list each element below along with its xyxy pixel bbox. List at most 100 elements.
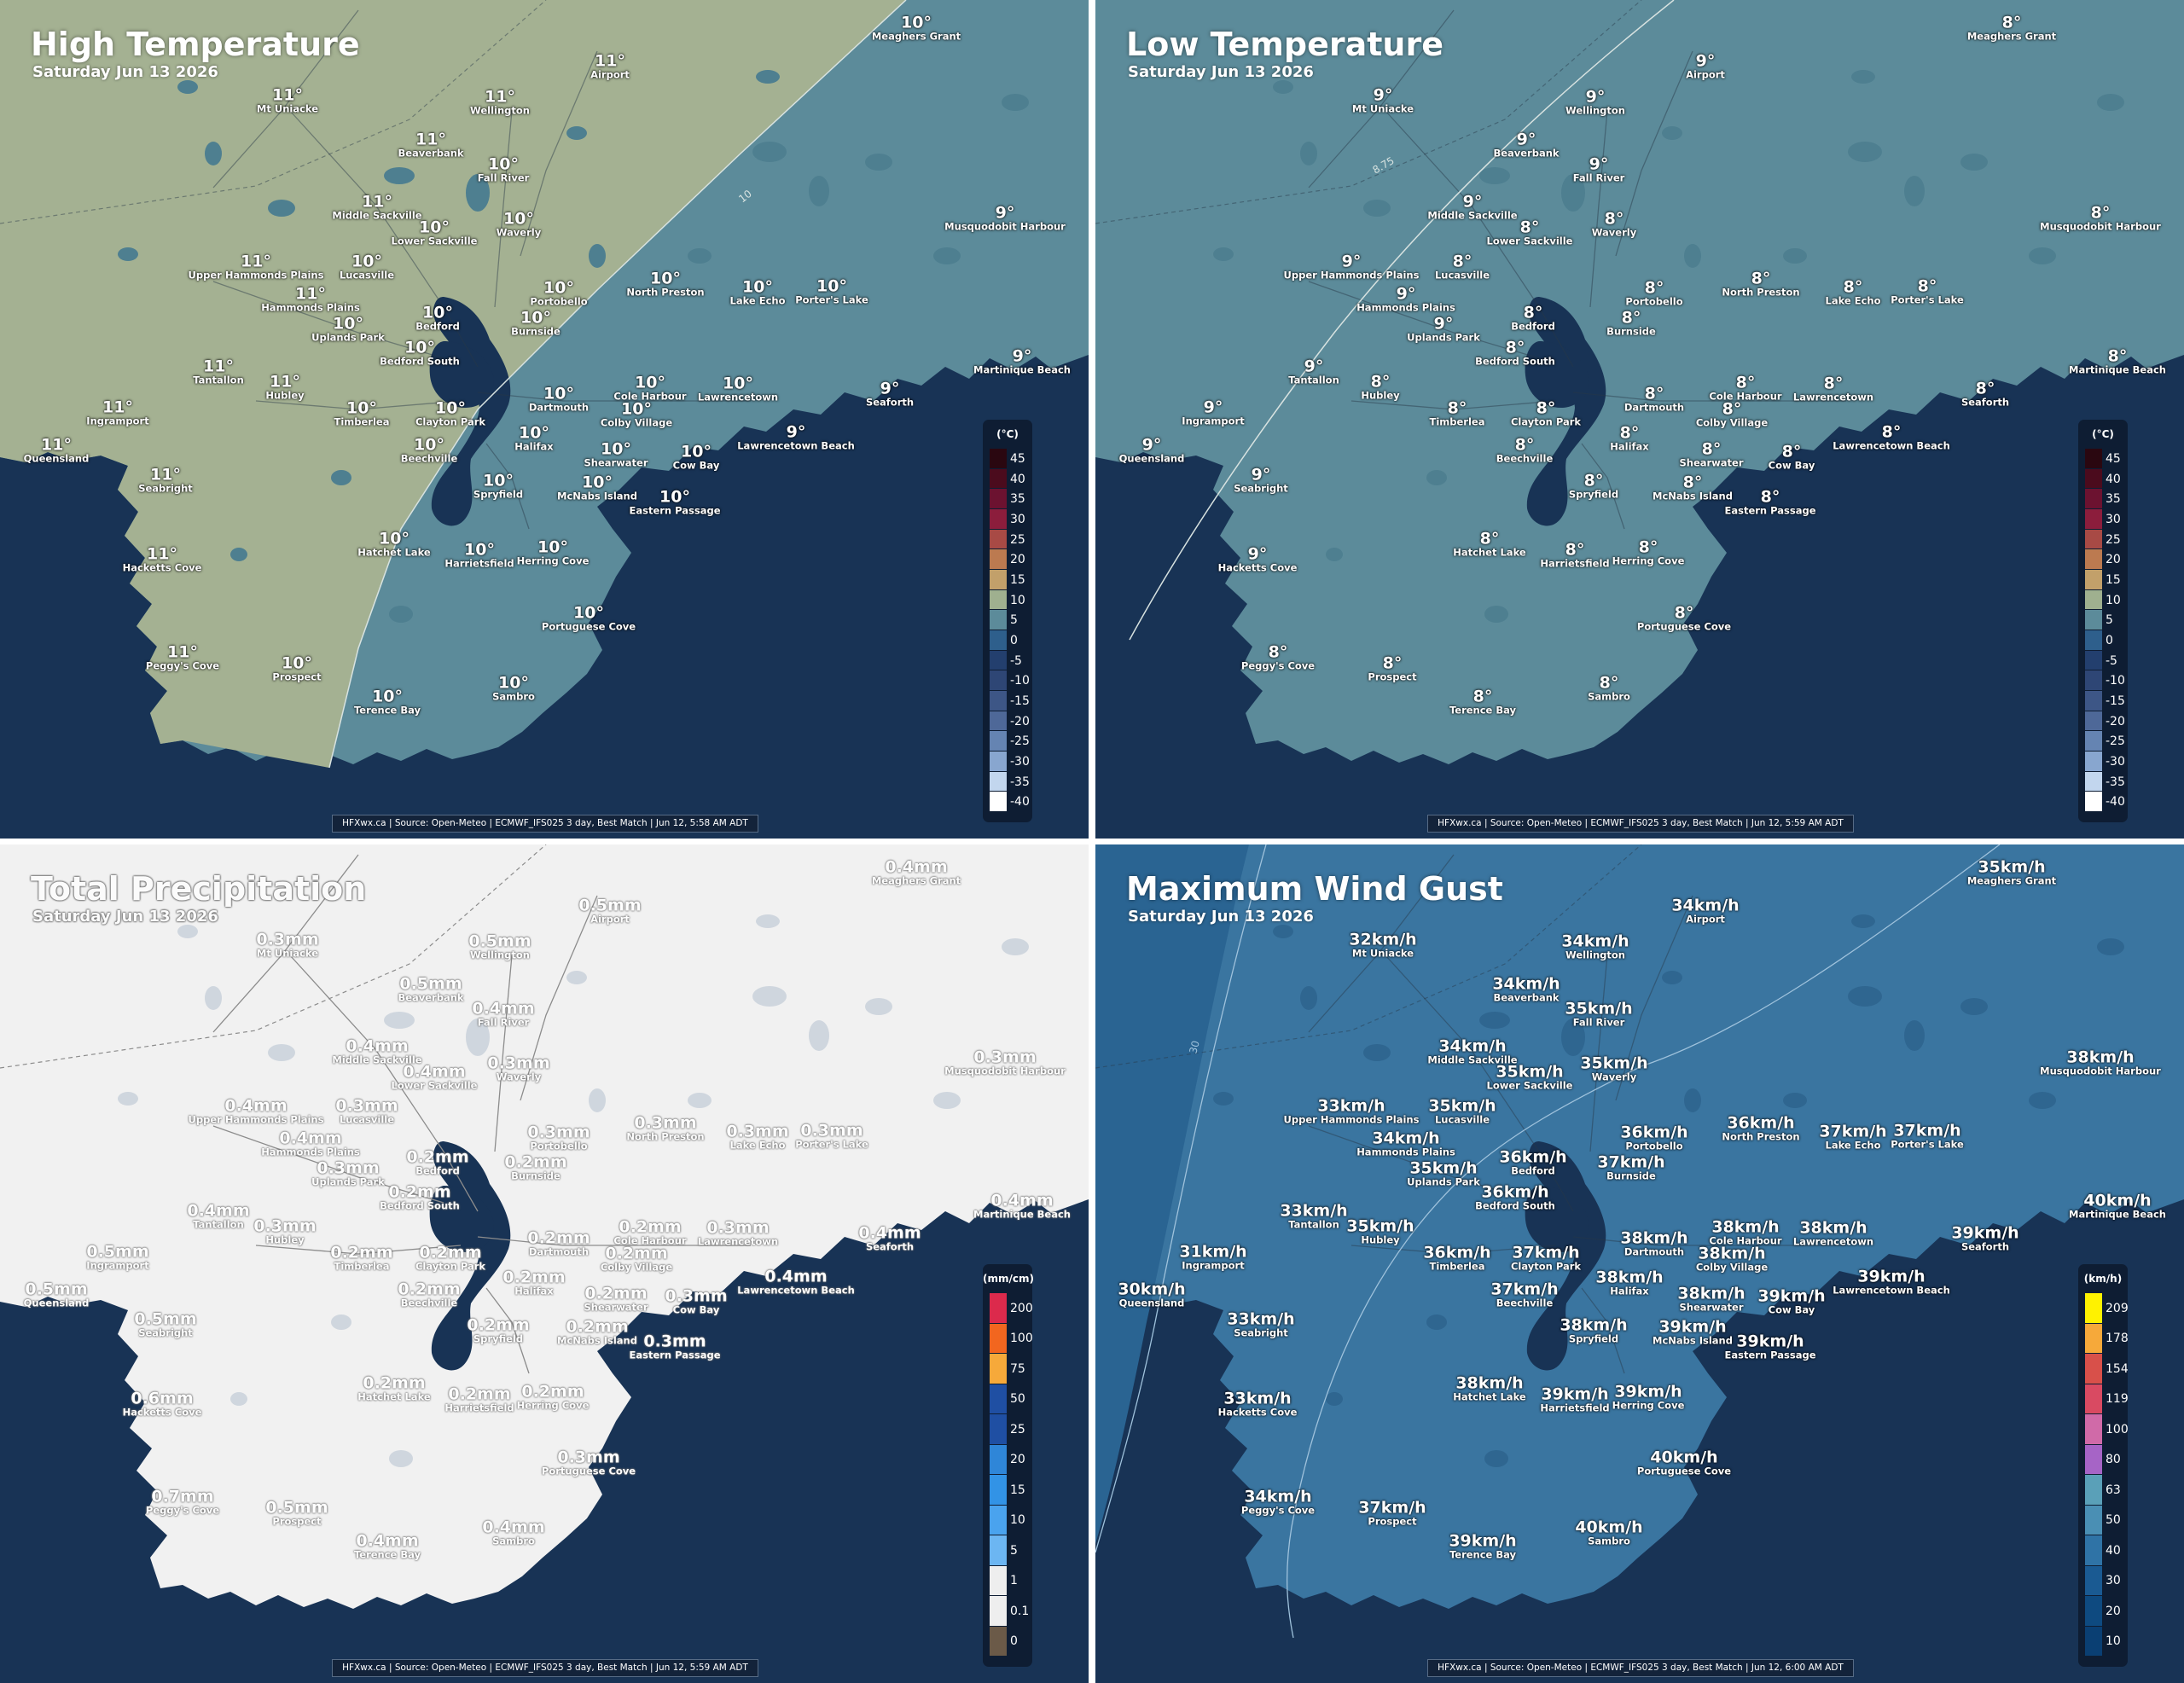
location-value: 34km/h [1241, 1489, 1315, 1506]
legend-unit: (°C) [983, 428, 1032, 440]
location-value: 39km/h [1449, 1533, 1516, 1550]
location-label: 37km/h Prospect [1358, 1500, 1426, 1528]
lake [389, 606, 413, 623]
location-value: 39km/h [1833, 1268, 1950, 1285]
location-value: 39km/h [1653, 1319, 1733, 1336]
location-label: 10° Hatchet Lake [357, 531, 430, 559]
location-value: 0.5mm [265, 1500, 328, 1517]
location-label: 35km/h Waverly [1580, 1055, 1647, 1083]
legend-swatch [2085, 1627, 2102, 1657]
location-name: Beechville [401, 454, 458, 465]
location-label: 38km/h Hatchet Lake [1453, 1375, 1525, 1403]
location-value: 11° [265, 374, 304, 391]
location-name: Airport [590, 70, 630, 81]
location-value: 0.4mm [872, 859, 961, 876]
legend-swatch [990, 731, 1007, 751]
location-name: Hatchet Lake [357, 1392, 430, 1403]
location-label: 0.3mm Hubley [253, 1218, 316, 1246]
location-name: Wellington [468, 950, 531, 961]
location-label: 39km/h McNabs Island [1653, 1319, 1733, 1347]
location-label: 38km/h Lawrencetown [1793, 1220, 1873, 1248]
location-value: 34km/h [1427, 1038, 1517, 1055]
location-name: Waverly [497, 228, 541, 239]
location-value: 10° [497, 211, 541, 228]
location-label: 38km/h Musquodobit Harbour [2040, 1049, 2161, 1077]
location-name: Spryfield [1560, 1334, 1627, 1345]
location-name: Hubley [265, 391, 304, 402]
location-name: Ingramport [86, 416, 148, 427]
legend-swatch [990, 449, 1007, 468]
location-label: 10° Cow Bay [673, 444, 720, 472]
legend-swatch [2085, 549, 2102, 569]
location-value: 34km/h [1492, 976, 1560, 993]
location-value: 35km/h [1346, 1218, 1414, 1235]
location-label: 0.2mm Timberlea [330, 1245, 392, 1273]
lake [1300, 142, 1317, 165]
location-label: 11° Hacketts Cove [123, 546, 202, 574]
location-value: 38km/h [1620, 1230, 1687, 1247]
location-name: Mt Uniacke [1352, 104, 1414, 115]
location-name: Timberlea [1423, 1262, 1490, 1273]
location-label: 0.7mm Peggy's Cove [146, 1489, 219, 1517]
location-value: 0.2mm [467, 1317, 529, 1334]
location-value: 8° [1833, 424, 1950, 441]
location-label: 10° Uplands Park [311, 316, 385, 344]
location-label: 11° Peggy's Cove [146, 644, 219, 672]
location-value: 35km/h [1487, 1064, 1573, 1081]
legend-swatch [2085, 449, 2102, 468]
legend-swatch [990, 469, 1007, 489]
legend-value: 20 [1010, 554, 1032, 566]
location-value: 33km/h [1218, 1390, 1298, 1407]
location-name: Porter's Lake [1891, 295, 1964, 306]
location-value: 8° [1453, 531, 1525, 548]
location-label: 10° Lake Echo [730, 279, 786, 307]
legend-unit: (mm/cm) [983, 1273, 1032, 1285]
location-label: 0.5mm Wellington [468, 933, 531, 961]
location-value: 37km/h [1511, 1245, 1581, 1262]
location-value: 0.4mm [472, 1001, 534, 1018]
location-label: 8° Meaghers Grant [1967, 15, 2056, 43]
location-value: 8° [1891, 278, 1964, 295]
lake [1002, 938, 1029, 955]
location-name: Seaforth [858, 1242, 921, 1253]
location-label: 0.2mm Spryfield [467, 1317, 529, 1345]
location-label: 8° Timberlea [1430, 400, 1485, 428]
location-label: 9° Tantallon [1288, 358, 1339, 386]
location-name: Martinique Beach [973, 1210, 1071, 1221]
legend-swatch [990, 1384, 1007, 1414]
location-value: 11° [257, 87, 318, 104]
lake [1484, 1450, 1508, 1467]
legend-swatch [990, 1566, 1007, 1596]
location-name: Burnside [1606, 327, 1656, 338]
location-label: 0.2mm Dartmouth [527, 1230, 590, 1258]
location-value: 32km/h [1349, 931, 1416, 949]
lake [1851, 914, 1875, 928]
location-name: Hammonds Plains [261, 303, 360, 314]
legend-value: 30 [2106, 514, 2128, 525]
legend-swatch [990, 1506, 1007, 1535]
location-name: Martinique Beach [973, 365, 1071, 376]
location-name: Fall River [472, 1018, 534, 1029]
location-value: 10° [272, 655, 321, 672]
lake [809, 1020, 829, 1051]
legend-swatch [990, 610, 1007, 630]
location-label: 38km/h Colby Village [1696, 1245, 1768, 1274]
location-label: 0.3mm Waverly [487, 1055, 549, 1083]
location-label: 10° Timberlea [334, 400, 390, 428]
location-value: 10° [444, 542, 514, 559]
location-name: Uplands Park [311, 333, 385, 344]
location-name: Burnside [511, 327, 561, 338]
location-label: 37km/h Burnside [1597, 1154, 1664, 1182]
location-value: 8° [1449, 688, 1516, 705]
location-label: 9° Seaforth [866, 380, 914, 409]
location-name: Meaghers Grant [1967, 876, 2056, 887]
legend-swatch [990, 711, 1007, 731]
location-label: 35km/h Uplands Park [1407, 1160, 1480, 1188]
location-label: 10° Fall River [478, 156, 530, 184]
legend-unit: (°C) [2078, 428, 2128, 440]
location-value: 40km/h [1575, 1519, 1642, 1536]
legend-value: 35 [2106, 493, 2128, 505]
location-name: North Preston [626, 287, 704, 299]
location-label: 33km/h Hacketts Cove [1218, 1390, 1298, 1419]
location-name: McNabs Island [557, 1336, 637, 1347]
